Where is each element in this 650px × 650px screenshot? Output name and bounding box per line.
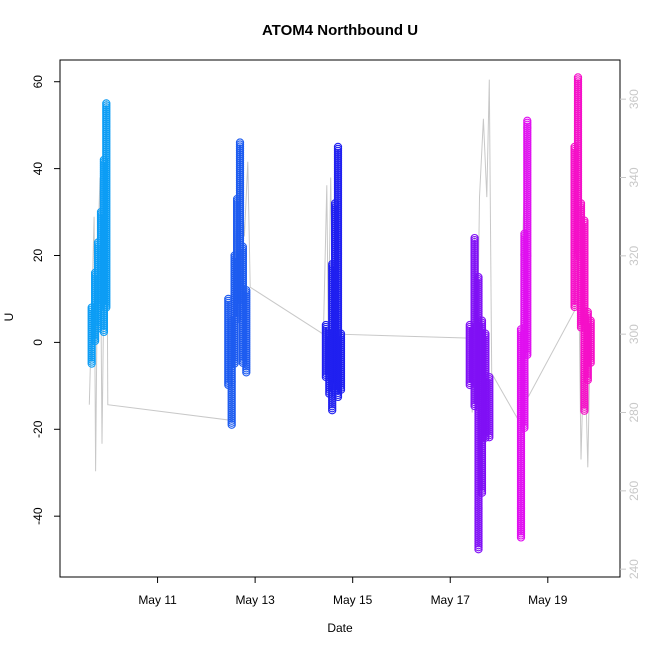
- data-point: [242, 368, 251, 377]
- data-point: [336, 385, 346, 394]
- chart-title: ATOM4 Northbound U: [262, 22, 418, 39]
- data-point: [474, 545, 483, 554]
- data-point: [99, 327, 109, 337]
- series-4: [465, 233, 494, 554]
- y2-tick-label: 280: [627, 402, 641, 422]
- y2-tick-label: 320: [627, 246, 641, 266]
- y-axis-label: U: [2, 313, 16, 322]
- y-tick-label: 60: [31, 75, 45, 89]
- x-tick-label: May 13: [235, 593, 275, 607]
- series-1: [87, 99, 111, 368]
- y-tick-label: 20: [31, 249, 45, 263]
- x-tick-label: May 19: [528, 593, 568, 607]
- y2-tick-label: 360: [627, 89, 641, 109]
- data-point: [90, 336, 100, 346]
- data-point: [477, 488, 487, 497]
- data-point: [580, 406, 589, 415]
- x-tick-label: May 11: [138, 593, 177, 607]
- data-point: [328, 406, 337, 415]
- data-point: [230, 359, 239, 368]
- y-tick-label: -40: [31, 507, 45, 525]
- y2-tick-label: 240: [627, 559, 641, 579]
- y-tick-label: -20: [31, 420, 45, 438]
- series-2: [224, 138, 251, 429]
- series-3: [321, 142, 346, 415]
- y2-tick-label: 260: [627, 481, 641, 501]
- data-point: [523, 350, 532, 359]
- data-point: [333, 392, 343, 402]
- axes: -40 -20 0 20 40 60 240 260 280 300 320 340 360 May 11…: [31, 75, 641, 607]
- plot-area: [87, 73, 595, 554]
- x-tick-label: May 15: [333, 593, 373, 607]
- x-axis-label: Date: [327, 621, 353, 635]
- data-point: [586, 358, 595, 367]
- series-5: [516, 116, 532, 542]
- data-point: [520, 423, 529, 432]
- y2-tick-label: 300: [627, 324, 641, 344]
- plot-frame: [59, 59, 621, 578]
- data-point: [583, 375, 592, 385]
- y-tick-label: 40: [31, 162, 45, 176]
- y-tick-label: 0: [31, 339, 45, 346]
- data-point: [232, 314, 242, 324]
- data-point: [227, 420, 236, 429]
- data-point: [516, 533, 526, 542]
- series-6: [570, 73, 595, 415]
- x-tick-label: May 17: [431, 593, 471, 607]
- data-point: [87, 359, 96, 368]
- data-point: [102, 303, 111, 312]
- y2-tick-label: 340: [627, 167, 641, 187]
- data-point: [485, 433, 494, 442]
